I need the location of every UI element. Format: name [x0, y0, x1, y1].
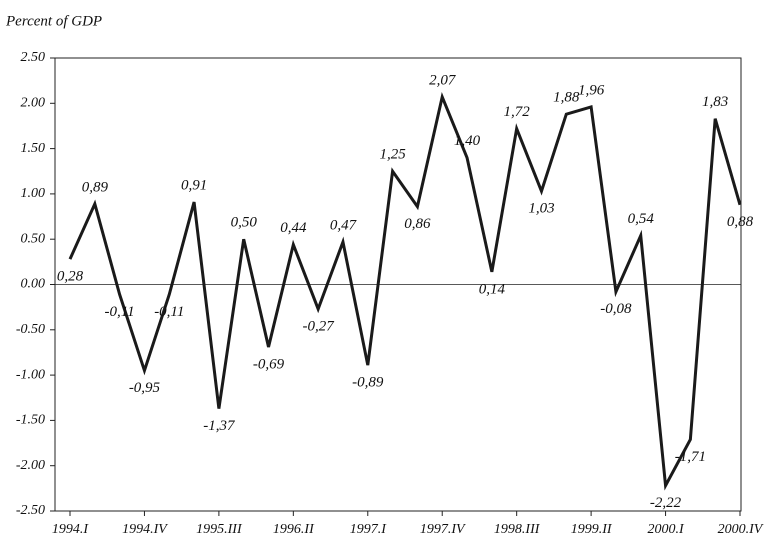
- y-tick-label: -0.50: [16, 322, 45, 337]
- data-label: 0,91: [181, 177, 207, 193]
- y-tick-label: 1.50: [21, 141, 46, 156]
- data-label: 2,07: [429, 72, 457, 88]
- data-label: 1,03: [528, 201, 554, 217]
- data-label: 1,25: [379, 147, 406, 163]
- data-label: -0,08: [600, 301, 632, 317]
- y-tick-label: 2.00: [21, 96, 46, 111]
- data-label: 1,83: [702, 94, 728, 110]
- data-label: 0,89: [82, 179, 109, 195]
- x-tick-label: 1999.II: [571, 522, 613, 537]
- y-tick-label: -1.50: [16, 413, 45, 428]
- y-tick-label: 1.00: [21, 186, 46, 201]
- data-label: 0,44: [280, 220, 307, 236]
- data-line: [68, 91, 742, 491]
- x-tick-label: 1994.IV: [122, 522, 168, 537]
- data-label: -0,69: [253, 356, 285, 372]
- data-label: -1,37: [203, 418, 236, 434]
- data-label: 1,72: [504, 104, 531, 120]
- data-label: 0,88: [727, 214, 754, 230]
- y-tick-label: 0.50: [21, 231, 46, 246]
- x-tick-label: 2000.IV: [718, 522, 764, 537]
- data-label: 0,54: [628, 211, 655, 227]
- x-tick-label: 1996.II: [273, 522, 315, 537]
- x-tick-label: 1994.I: [52, 522, 90, 537]
- data-label: 1,40: [454, 133, 481, 149]
- y-tick-label: -1.00: [16, 367, 45, 382]
- data-label: 1,96: [578, 82, 605, 98]
- data-label: -0,27: [303, 318, 336, 334]
- y-tick-label: 2.50: [21, 50, 46, 65]
- data-label: 0,86: [404, 216, 431, 232]
- data-label: -1,71: [675, 449, 706, 465]
- y-tick-label: 0.00: [21, 277, 46, 292]
- y-tick-label: -2.50: [16, 503, 45, 518]
- x-tick-label: 1997.IV: [420, 522, 466, 537]
- x-tick-label: 1998.III: [494, 522, 541, 537]
- data-label: -2,22: [650, 495, 682, 511]
- data-label: -0,95: [129, 380, 161, 396]
- data-label: 0,28: [57, 269, 84, 285]
- x-tick-label: 1995.III: [196, 522, 243, 537]
- x-tick-label: 1997.I: [350, 522, 388, 537]
- data-label: -0,89: [352, 375, 384, 391]
- data-label: -0,11: [105, 304, 135, 320]
- y-tick-label: -2.00: [16, 458, 45, 473]
- y-axis-label: Percent of GDP: [5, 13, 102, 29]
- data-label: 1,88: [553, 90, 580, 106]
- data-label: 0,14: [479, 281, 506, 297]
- data-label: 0,47: [330, 217, 358, 233]
- data-label: 0,50: [231, 215, 258, 231]
- data-label: -0,11: [154, 304, 184, 320]
- x-tick-label: 2000.I: [647, 522, 685, 537]
